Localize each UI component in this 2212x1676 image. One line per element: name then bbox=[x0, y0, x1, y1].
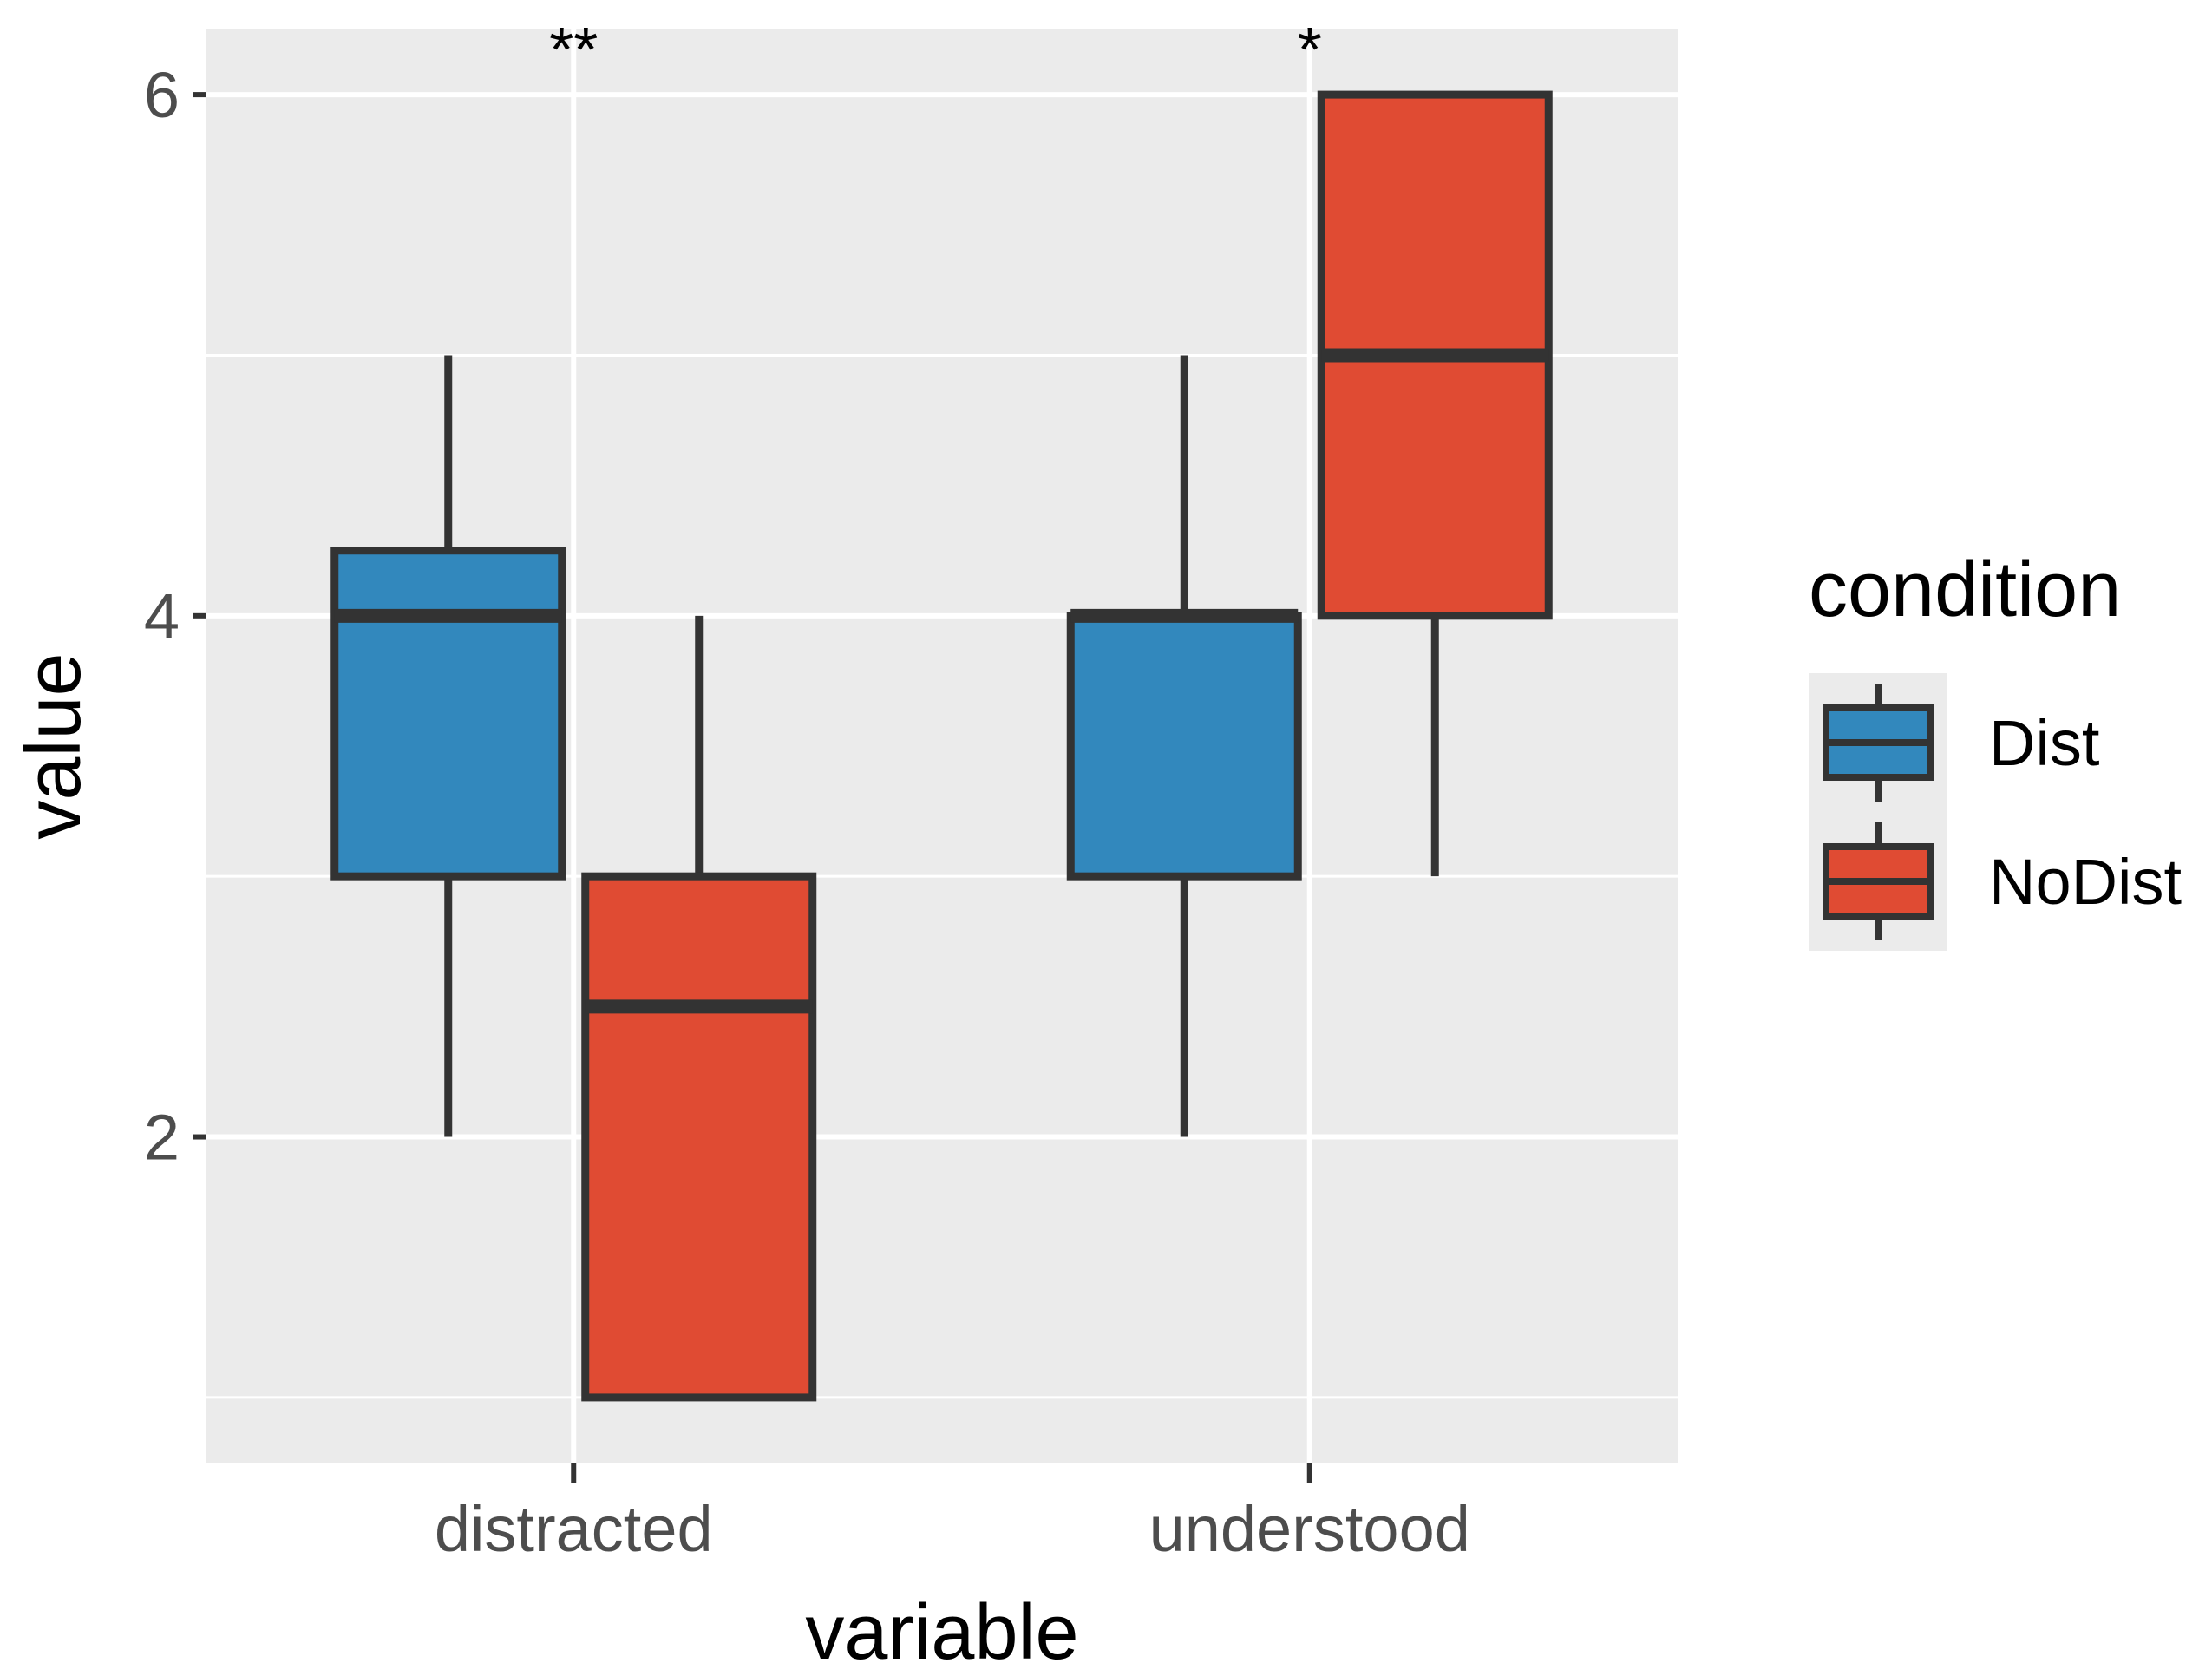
axes-layer: 2 4 6 distracted understood bbox=[144, 59, 1470, 1565]
box-body bbox=[581, 872, 817, 1402]
significance-annotation: ** bbox=[549, 16, 598, 85]
box-nodist-distracted bbox=[581, 615, 817, 1402]
box-body bbox=[1066, 612, 1302, 881]
significance-annotation: * bbox=[1298, 16, 1322, 85]
y-axis-title: value bbox=[10, 652, 97, 839]
legend-label-nodist: NoDist bbox=[1989, 846, 2182, 918]
legend-title: condition bbox=[1809, 547, 2121, 633]
legend-key-nodist: NoDist bbox=[1823, 822, 2182, 940]
x-tick-label: understood bbox=[1149, 1493, 1470, 1565]
y-tick-label: 4 bbox=[144, 580, 180, 652]
box-dist-distracted bbox=[330, 355, 566, 1137]
box-nodist-understood bbox=[1317, 90, 1553, 877]
box-body bbox=[330, 547, 566, 881]
legend: condition Dist NoDist bbox=[1809, 547, 2182, 951]
box-dist-understood bbox=[1066, 355, 1302, 1137]
y-tick-label: 2 bbox=[144, 1102, 180, 1174]
legend-label-dist: Dist bbox=[1989, 707, 2100, 779]
legend-keys: Dist NoDist bbox=[1823, 684, 2182, 940]
boxes-layer bbox=[330, 90, 1553, 1402]
legend-key-dist: Dist bbox=[1823, 684, 2100, 802]
y-tick-label: 6 bbox=[144, 59, 180, 131]
x-tick-label: distracted bbox=[435, 1493, 713, 1565]
x-axis-title: variable bbox=[805, 1589, 1078, 1676]
annotations-layer: ** * bbox=[549, 16, 1322, 85]
